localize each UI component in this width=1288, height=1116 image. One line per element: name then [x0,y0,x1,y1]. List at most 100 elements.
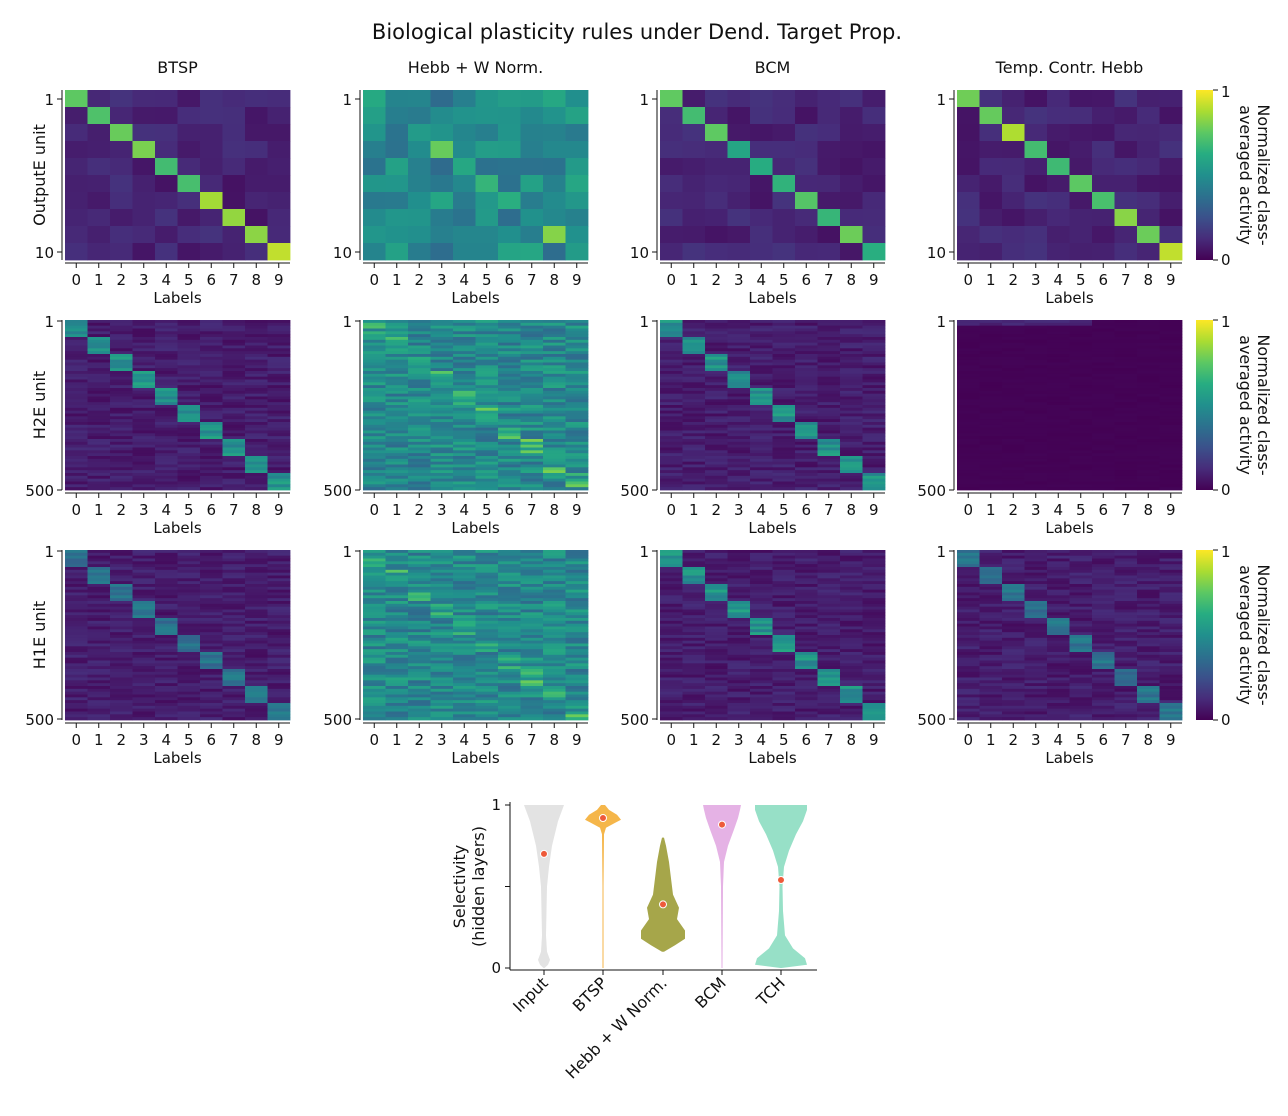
heatmap-cell [682,467,706,471]
heatmap-cell [65,589,88,593]
heatmap-cell [840,606,863,610]
heatmap-cell [565,379,589,383]
heatmap-cell [132,365,156,369]
heatmap-cell [862,708,886,712]
heatmap-cell [430,342,454,346]
heatmap-cell [1002,359,1025,363]
heatmap-cell [795,561,818,565]
heatmap-cell [772,629,796,633]
heatmap-cell [565,439,589,443]
heatmap-cell [660,700,683,704]
heatmap-cell [862,646,886,650]
heatmap-cell [705,705,728,710]
heatmap-cell [1114,396,1138,400]
heatmap-cell [110,351,133,355]
heatmap-cell [132,586,156,591]
heatmap-cell [565,595,589,599]
heatmap-cell [705,427,728,431]
heatmap-cell [727,680,751,684]
heatmap-cell [727,371,751,375]
heatmap-cell [222,345,246,349]
heatmap-cell [363,458,386,463]
heatmap-cell [498,708,521,712]
heatmap-cell [475,464,499,468]
heatmap-cell [110,447,133,451]
heatmap-cell [475,379,499,383]
heatmap-cell [200,629,223,633]
heatmap-cell [132,416,156,420]
heatmap-cell [840,209,863,227]
heatmap-cell [65,243,88,261]
heatmap-cell [1137,359,1160,363]
heatmap-cell [1092,175,1115,193]
heatmap-cell [155,342,178,346]
heatmap-cell [1024,427,1048,431]
heatmap-cell [363,354,386,358]
heatmap-cell [727,124,751,142]
heatmap-cell [979,433,1003,437]
heatmap-cell [408,158,431,176]
heatmap-cell [862,354,886,358]
heatmap-cell [385,422,409,426]
heatmap-cell [87,654,111,659]
x-tick-label: 1 [94,501,104,519]
heatmap-cell [177,405,201,409]
heatmap-cell [520,175,544,193]
heatmap-cell [543,660,566,664]
x-tick-label: 9 [572,731,582,749]
heatmap-cell [817,456,841,460]
heatmap-cell [87,124,111,142]
heatmap-cell [475,124,499,142]
heatmap-cell [475,175,499,193]
heatmap-cell [840,649,863,653]
heatmap-cell [475,575,499,579]
heatmap-cell [222,464,246,468]
heatmap-cell [1137,410,1160,414]
heatmap-cell [267,433,291,437]
heatmap-cell [862,405,886,409]
heatmap-cell [363,461,386,465]
heatmap-cell [1002,390,1025,395]
heatmap-cell [475,609,499,613]
x-tick-label: 5 [779,501,789,519]
heatmap-cell [795,705,818,710]
heatmap-cell [155,464,178,468]
heatmap-cell [1137,555,1160,559]
heatmap-cell [408,592,431,596]
heatmap-cell [363,478,386,482]
heatmap-cell [87,484,111,488]
heatmap-cell [795,618,818,622]
heatmap-cell [65,581,88,585]
heatmap-cell [520,635,544,639]
heatmap-cell [979,558,1003,562]
heatmap-cell [957,416,980,420]
heatmap-cell [795,243,818,261]
heatmap-cell [200,484,223,488]
heatmap-cell [200,717,223,721]
heatmap-cell [177,354,201,358]
heatmap-cell [817,561,841,565]
heatmap-cell [87,243,111,261]
heatmap-cell [862,390,886,395]
heatmap-cell [245,422,268,426]
heatmap-cell [408,322,431,327]
heatmap-cell [795,711,818,715]
heatmap-cell [660,703,683,707]
heatmap-cell [498,365,521,369]
heatmap-cell [862,419,886,423]
heatmap-cell [1159,441,1183,446]
heatmap-cell [245,470,268,474]
heatmap-cell [705,368,728,372]
heatmap-cell [840,450,863,454]
heatmap-cell [727,365,751,369]
heatmap-cell [565,226,589,244]
heatmap-cell [498,458,521,463]
heatmap-cell [979,328,1003,332]
heatmap-cell [727,348,751,352]
heatmap-cell [430,450,454,454]
heatmap-cell [957,348,980,352]
heatmap-cell [245,646,268,650]
